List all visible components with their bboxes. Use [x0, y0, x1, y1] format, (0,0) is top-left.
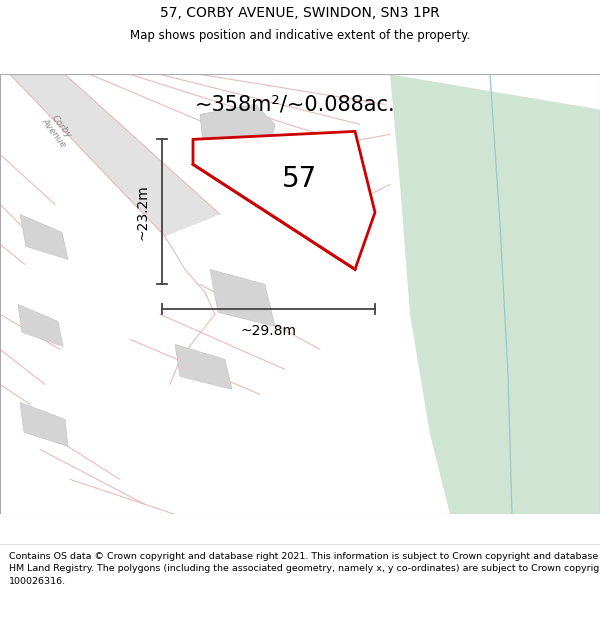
- Polygon shape: [390, 74, 600, 514]
- Polygon shape: [200, 104, 275, 164]
- Polygon shape: [210, 269, 275, 326]
- Polygon shape: [20, 214, 68, 259]
- Polygon shape: [193, 131, 375, 269]
- Text: 57: 57: [283, 166, 317, 193]
- Text: ~358m²/~0.088ac.: ~358m²/~0.088ac.: [194, 94, 395, 114]
- Text: Map shows position and indicative extent of the property.: Map shows position and indicative extent…: [130, 29, 470, 42]
- Polygon shape: [20, 402, 68, 446]
- Text: Contains OS data © Crown copyright and database right 2021. This information is : Contains OS data © Crown copyright and d…: [9, 552, 600, 586]
- Text: ~29.8m: ~29.8m: [241, 324, 296, 338]
- Text: 57, CORBY AVENUE, SWINDON, SN3 1PR: 57, CORBY AVENUE, SWINDON, SN3 1PR: [160, 6, 440, 19]
- Text: Corby
Avenue: Corby Avenue: [40, 110, 76, 149]
- Text: ~23.2m: ~23.2m: [135, 184, 149, 240]
- Polygon shape: [18, 304, 63, 346]
- Polygon shape: [10, 74, 220, 236]
- Polygon shape: [175, 344, 232, 389]
